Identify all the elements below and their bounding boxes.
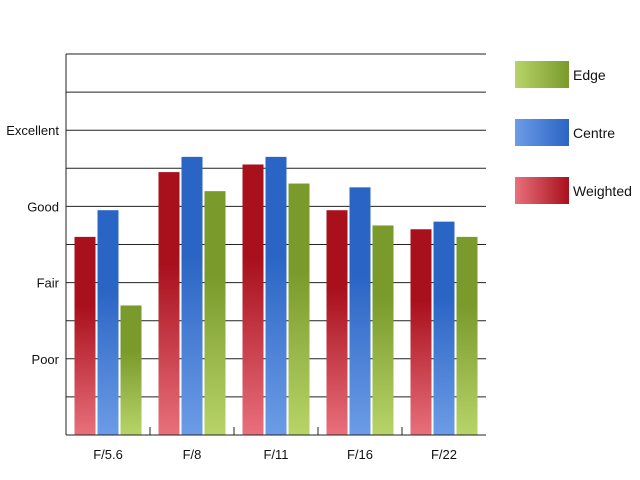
legend-swatch-centre bbox=[515, 119, 569, 146]
legend-label-weighted: Weighted bbox=[573, 183, 632, 199]
x-tick-label-f-5-6: F/5.6 bbox=[93, 447, 123, 462]
legend-label-edge: Edge bbox=[573, 67, 606, 83]
bar-edge-f-16 bbox=[372, 225, 394, 435]
bar-centre-f-11 bbox=[265, 156, 287, 435]
x-tick-label-f-8: F/8 bbox=[183, 447, 202, 462]
legend-label-centre: Centre bbox=[573, 125, 615, 141]
y-tick-label-excellent: Excellent bbox=[6, 123, 59, 138]
axes bbox=[65, 54, 486, 436]
bars bbox=[74, 156, 478, 436]
y-tick-label-fair: Fair bbox=[37, 276, 60, 291]
bar-weighted-f-22 bbox=[410, 229, 432, 435]
y-tick-label-poor: Poor bbox=[32, 352, 60, 367]
x-tick-label-f-11: F/11 bbox=[263, 447, 288, 462]
legend-swatch-edge bbox=[515, 61, 569, 88]
bar-weighted-f-8 bbox=[158, 172, 180, 436]
bar-edge-f-22 bbox=[456, 236, 478, 435]
bar-centre-f-8 bbox=[181, 156, 203, 435]
bar-centre-f-22 bbox=[433, 221, 455, 435]
bar-weighted-f-11 bbox=[242, 164, 264, 436]
bar-edge-f-11 bbox=[288, 183, 310, 435]
tick-labels: F/5.6 F/8 F/11 F/16 F/22 Poor Fair Good Excellen… bbox=[6, 123, 457, 462]
bar-edge-f-8 bbox=[204, 191, 226, 435]
bar-weighted-f-16 bbox=[326, 210, 348, 435]
legend: Edge Centre Weighted bbox=[515, 61, 632, 204]
bar-edge-f-5-6 bbox=[120, 305, 142, 435]
x-tick-label-f-22: F/22 bbox=[431, 447, 457, 462]
bar-weighted-f-5-6 bbox=[74, 236, 96, 435]
y-tick-label-good: Good bbox=[27, 199, 59, 214]
x-tick-label-f-16: F/16 bbox=[347, 447, 373, 462]
bar-centre-f-5-6 bbox=[97, 210, 119, 435]
legend-swatch-weighted bbox=[515, 177, 569, 204]
bar-centre-f-16 bbox=[349, 187, 371, 435]
